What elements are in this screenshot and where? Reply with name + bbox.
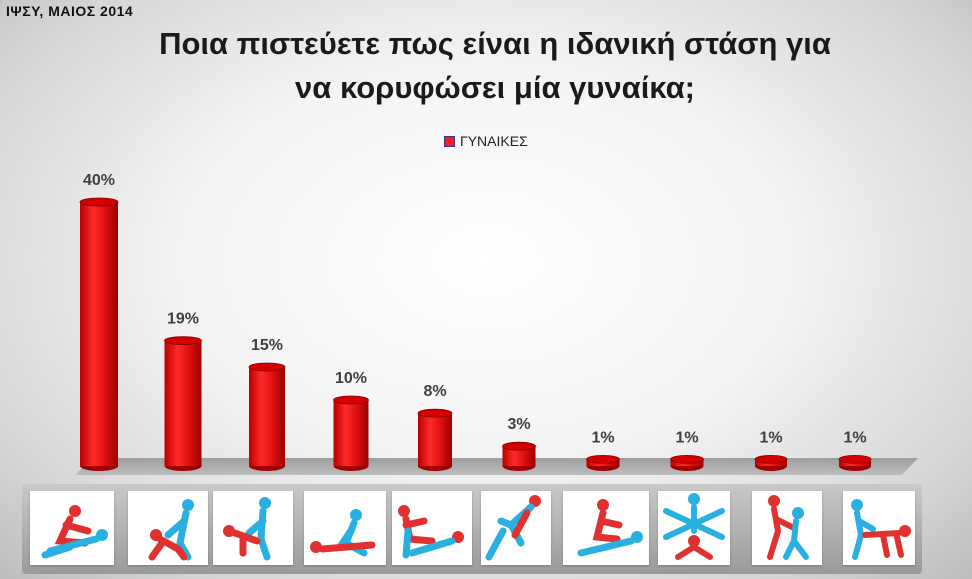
data-label-1: 40% xyxy=(83,172,115,189)
bar-cap-6 xyxy=(502,441,536,451)
bar-cap-2 xyxy=(164,336,202,346)
position-icon-3 xyxy=(213,491,293,565)
position-icon-9 xyxy=(752,491,822,565)
bar-cap-9 xyxy=(754,454,788,464)
position-icon-10 xyxy=(843,491,915,565)
position-icon-2 xyxy=(128,491,208,565)
bar-cap-5 xyxy=(417,408,453,418)
bar-cap-1 xyxy=(79,197,119,207)
position-icon-6-drawing xyxy=(485,495,541,561)
bar-4 xyxy=(333,395,369,471)
legend-swatch xyxy=(444,135,455,147)
position-icon-7-drawing xyxy=(577,499,643,557)
chart-title: Ποια πιστεύετε πως είναι η ιδανική στάση… xyxy=(60,22,930,110)
data-label-3: 15% xyxy=(251,337,283,354)
bar-body-5 xyxy=(418,413,452,466)
bar-cap-3 xyxy=(248,362,286,372)
position-icon-1-drawing xyxy=(41,505,108,559)
bar-cap-8 xyxy=(670,454,704,464)
data-labels-group: 40% 19% 15% 10% 8% 3% 1% 1% 1% 1% xyxy=(83,172,867,446)
bar-10 xyxy=(838,454,872,471)
bar-body-1 xyxy=(80,202,118,466)
legend: ΓΥΝΑΙΚΕΣ xyxy=(444,131,528,151)
position-icon-9-drawing xyxy=(767,495,809,560)
position-icon-4-drawing xyxy=(310,509,376,557)
bar-cap-10 xyxy=(838,454,872,464)
position-icon-10-drawing xyxy=(851,499,911,560)
chart-title-line-1: Ποια πιστεύετε πως είναι η ιδανική στάση… xyxy=(159,26,831,61)
bar-8 xyxy=(670,454,704,471)
data-label-8: 1% xyxy=(675,429,698,446)
position-icon-7 xyxy=(563,491,649,565)
position-icon-5-drawing xyxy=(398,505,464,559)
legend-label: ΓΥΝΑΙΚΕΣ xyxy=(460,133,528,149)
position-icon-3-drawing xyxy=(223,497,271,561)
position-icon-4 xyxy=(304,491,386,565)
bar-body-3 xyxy=(249,367,285,466)
position-icon-5 xyxy=(392,491,472,565)
data-label-2: 19% xyxy=(167,311,199,328)
bar-cap-7 xyxy=(586,454,620,464)
data-label-5: 8% xyxy=(423,383,446,400)
bar-1 xyxy=(79,197,119,471)
bar-2 xyxy=(164,336,202,471)
position-icon-1 xyxy=(30,491,114,565)
bar-cap-4 xyxy=(333,395,369,405)
data-label-6: 3% xyxy=(507,416,530,433)
data-label-9: 1% xyxy=(759,429,782,446)
source-note: ΙΨΣΥ, ΜΑΙΟΣ 2014 xyxy=(6,3,134,19)
data-label-10: 1% xyxy=(843,429,866,446)
bar-body-6 xyxy=(502,446,536,466)
data-label-7: 1% xyxy=(591,429,614,446)
bar-7 xyxy=(586,454,620,471)
chart-floor xyxy=(75,458,918,475)
chart-title-line-2: να κορυφώσει μία γυναίκα; xyxy=(295,70,695,105)
bar-9 xyxy=(754,454,788,471)
position-icon-6 xyxy=(481,491,551,565)
bars-group xyxy=(79,197,872,471)
bar-6 xyxy=(502,441,536,471)
position-icon-8-drawing xyxy=(663,493,725,560)
bar-body-2 xyxy=(164,340,202,466)
bar-5 xyxy=(417,408,453,471)
bar-body-4 xyxy=(333,400,369,466)
position-icon-2-drawing xyxy=(148,499,194,561)
position-icon-8 xyxy=(658,491,730,565)
data-label-4: 10% xyxy=(335,370,367,387)
bar-3 xyxy=(248,362,286,471)
